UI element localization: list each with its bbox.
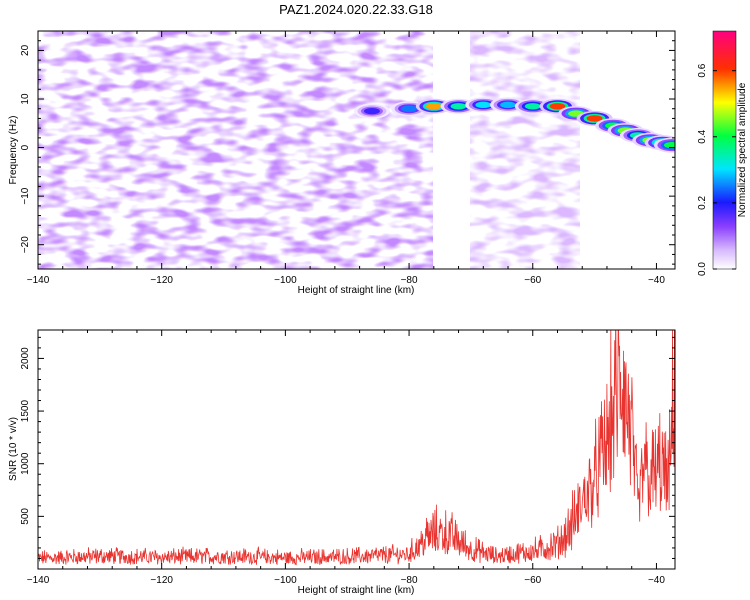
top-y-axis-tick-label: 0 <box>20 144 31 150</box>
top-x-axis-tick-label: −100 <box>274 275 297 286</box>
bottom-y-axis-tick-label: 1500 <box>20 400 31 423</box>
top-x-axis-tick-label: −40 <box>648 275 665 286</box>
bottom-y-axis-tick-label: 500 <box>20 508 31 525</box>
signal-ridge-point <box>450 103 467 110</box>
colorbar-tick-label: 0.2 <box>697 196 708 210</box>
colorbar-gradient <box>712 30 737 270</box>
colorbar-tick-label: 0.0 <box>697 262 708 276</box>
signal-ridge-point <box>586 115 603 122</box>
top-y-axis-tick-label: 10 <box>20 93 31 105</box>
top-x-axis-label: Height of straight line (km) <box>298 285 415 296</box>
spectrogram-frame <box>37 30 676 270</box>
signal-ridge-point <box>475 101 492 109</box>
bottom-y-axis-tick-label: 2000 <box>20 347 31 370</box>
colorbar-tick-label: 0.6 <box>697 63 708 77</box>
top-y-axis-label: Frequency (Hz) <box>8 116 19 185</box>
top-y-axis-tick-label: 20 <box>20 44 31 56</box>
chart-title: PAZ1.2024.020.22.33.G18 <box>279 2 433 17</box>
colorbar: 0.0 0.2 0.4 0.6 Normalized spectral amplitu… <box>697 30 748 276</box>
signal-ridge-point <box>549 103 566 110</box>
top-x-axis-tick-label: −120 <box>150 275 173 286</box>
bottom-x-axis-tick-label: −100 <box>274 575 297 586</box>
signal-ridge <box>353 97 675 153</box>
top-x-axis-tick-label: −80 <box>401 275 418 286</box>
signal-ridge-point <box>500 101 516 109</box>
snr-panel: −140 −120 −100 −80 −60 −40 500 1000 1500 2000 He… <box>8 329 676 596</box>
bottom-y-axis: 500 1000 1500 2000 <box>20 336 675 570</box>
signal-ridge-point <box>524 103 541 110</box>
snr-series-line <box>38 330 675 566</box>
top-y-axis-tick-label: −20 <box>20 236 31 253</box>
bottom-x-axis-tick-label: −120 <box>150 575 173 586</box>
bottom-x-axis: −140 −120 −100 −80 −60 −40 <box>27 330 665 586</box>
bottom-x-axis-tick-label: −40 <box>648 575 665 586</box>
spectrogram-noise-mid <box>470 31 580 269</box>
bottom-x-axis-label: Height of straight line (km) <box>298 585 415 596</box>
bottom-y-axis-label: SNR (10 * v/v) <box>8 417 19 481</box>
colorbar-label: Normalized spectral amplitude <box>737 82 748 217</box>
signal-ridge-point <box>401 105 417 112</box>
signal-ridge-point <box>364 107 380 115</box>
snr-frame <box>37 329 676 570</box>
top-y-axis-tick-label: −10 <box>20 187 31 204</box>
top-x-axis-tick-label: −140 <box>27 275 50 286</box>
snr-background <box>38 330 675 569</box>
top-y-axis: −20 −10 0 10 20 <box>20 30 675 265</box>
bottom-x-axis-tick-label: −60 <box>524 575 541 586</box>
bottom-x-axis-tick-label: −80 <box>401 575 418 586</box>
signal-ridge-point <box>663 141 675 149</box>
colorbar-tick-label: 0.4 <box>697 129 708 143</box>
top-x-axis-tick-label: −60 <box>524 275 541 286</box>
spectrogram-noise-left <box>38 31 433 269</box>
bottom-x-axis-tick-label: −140 <box>27 575 50 586</box>
bottom-y-axis-tick-label: 1000 <box>20 452 31 475</box>
colorbar-ticks: 0.0 0.2 0.4 0.6 <box>697 63 736 276</box>
top-x-axis: −140 −120 −100 −80 −60 −40 <box>27 31 665 286</box>
signal-ridge-point <box>425 103 442 110</box>
